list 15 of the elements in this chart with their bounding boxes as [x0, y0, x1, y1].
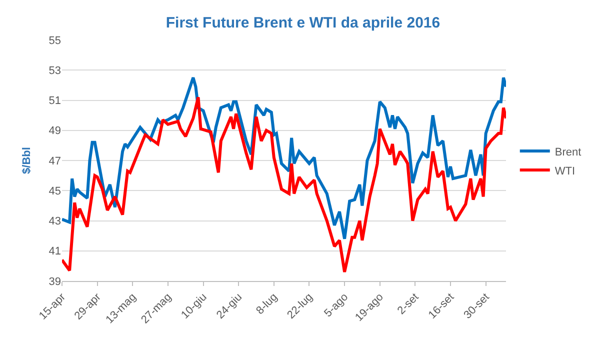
legend-label: Brent [554, 146, 582, 158]
chart-title: First Future Brent e WTI da aprile 2016 [166, 14, 440, 32]
legend-label: WTI [554, 165, 576, 178]
y-tick-label: 45 [48, 185, 61, 198]
line-series [62, 76, 506, 240]
y-tick-label: 53 [48, 64, 61, 77]
y-tick-label: 39 [48, 276, 61, 288]
line-series [62, 96, 506, 274]
y-tick-label: 47 [48, 155, 61, 168]
y-tick-label: 43 [48, 216, 61, 228]
y-axis-title: $/Bbl [21, 147, 33, 174]
y-tick-label: 55 [48, 34, 61, 47]
y-tick-label: 49 [48, 125, 61, 138]
y-tick-label: 51 [48, 95, 61, 108]
y-tick-label: 41 [48, 246, 61, 258]
